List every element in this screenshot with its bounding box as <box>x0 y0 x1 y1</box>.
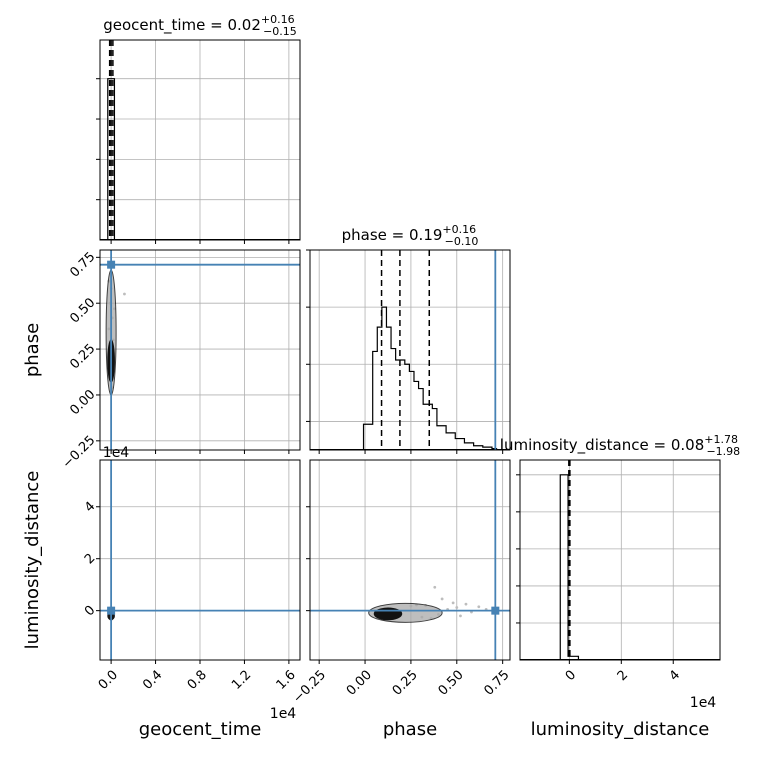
x-tick-label: 0.8 <box>185 668 210 693</box>
y-tick-label: 4 <box>82 499 98 515</box>
offset-text-lumi-x: 1e4 <box>690 695 717 711</box>
scatter-point <box>455 606 459 609</box>
y-tick-label: 0.75 <box>67 250 98 281</box>
scatter-point <box>464 602 468 606</box>
panel-title: luminosity_distance = 0.08+1.78 −1.98 <box>500 433 740 458</box>
y-tick-label: 0.00 <box>67 387 98 418</box>
plot-area <box>310 460 510 660</box>
truth-marker <box>107 260 116 269</box>
xlabel-phase: phase <box>383 719 437 740</box>
panel-title: geocent_time = 0.02+0.16 −0.15 <box>103 13 297 38</box>
scatter-point <box>451 601 455 605</box>
x-tick-label: 0 <box>563 668 579 684</box>
ylabel-luminosity-distance: luminosity_distance <box>22 471 43 650</box>
x-tick-label: 0.50 <box>436 668 467 699</box>
histogram-step <box>559 474 580 660</box>
x-tick-label: 1.6 <box>274 668 299 693</box>
scatter-point <box>459 614 462 618</box>
x-tick-label: 0.00 <box>344 668 375 699</box>
offset-text-geocent-x: 1e4 <box>270 706 297 722</box>
histogram-step <box>107 78 116 240</box>
y-tick-label: 0.50 <box>67 295 98 326</box>
y-tick-label: 0.25 <box>67 341 98 372</box>
plot-area <box>310 250 510 450</box>
scatter-point <box>123 292 126 296</box>
panel-luminosity_distance-vs-geocent_time: 0.0 0.4 0.8 1.2 1.6 0 2 4 <box>82 459 301 693</box>
x-tick-label: 4 <box>667 668 683 684</box>
panel-title: phase = 0.19+0.16 −0.10 <box>342 223 479 248</box>
scatter-point <box>433 585 437 589</box>
offset-text-lumi-y: 1e4 <box>103 445 130 461</box>
plot-area <box>520 460 720 660</box>
x-tick-label: −0.25 <box>290 668 329 707</box>
xlabel-luminosity-distance: luminosity_distance <box>531 719 710 740</box>
panel-frame <box>519 459 721 661</box>
panel-luminosity_distance-vs-phase: −0.25 0.00 0.25 0.50 0.75 <box>290 459 513 707</box>
y-tick-label: 2 <box>82 551 98 567</box>
x-tick-label: 1.2 <box>229 668 254 693</box>
plot-area <box>100 460 300 660</box>
panel-frame <box>309 459 511 661</box>
plot-area <box>100 250 300 450</box>
scatter-point <box>440 597 444 601</box>
y-tick-label: 0 <box>82 603 98 619</box>
panel-luminosity_distance-marginal: luminosity_distance = 0.08+1.78 −1.98 <box>500 433 740 664</box>
xlabel-geocent-time: geocent_time <box>139 719 262 740</box>
scatter-point <box>477 605 481 609</box>
x-tick-label: 0.75 <box>481 668 512 699</box>
panel-geocent_time-marginal: geocent_time = 0.02+0.16 −0.15 <box>96 13 301 244</box>
panel-phase-vs-geocent_time: −0.25 0.00 0.25 0.50 0.75 <box>60 249 301 472</box>
panel-phase-marginal: phase = 0.19+0.16 −0.10 <box>306 223 511 454</box>
truth-marker <box>491 606 500 615</box>
histogram-step <box>362 306 498 450</box>
y-tick-label: −0.25 <box>60 433 99 472</box>
x-tick-label: 2 <box>615 668 631 684</box>
x-tick-label: 0.0 <box>96 668 121 693</box>
x-tick-label: 0.4 <box>140 668 165 693</box>
panel-frame <box>309 249 511 451</box>
truth-marker <box>107 606 116 615</box>
x-tick-label: 0.25 <box>390 668 421 699</box>
ylabel-phase: phase <box>22 323 43 377</box>
